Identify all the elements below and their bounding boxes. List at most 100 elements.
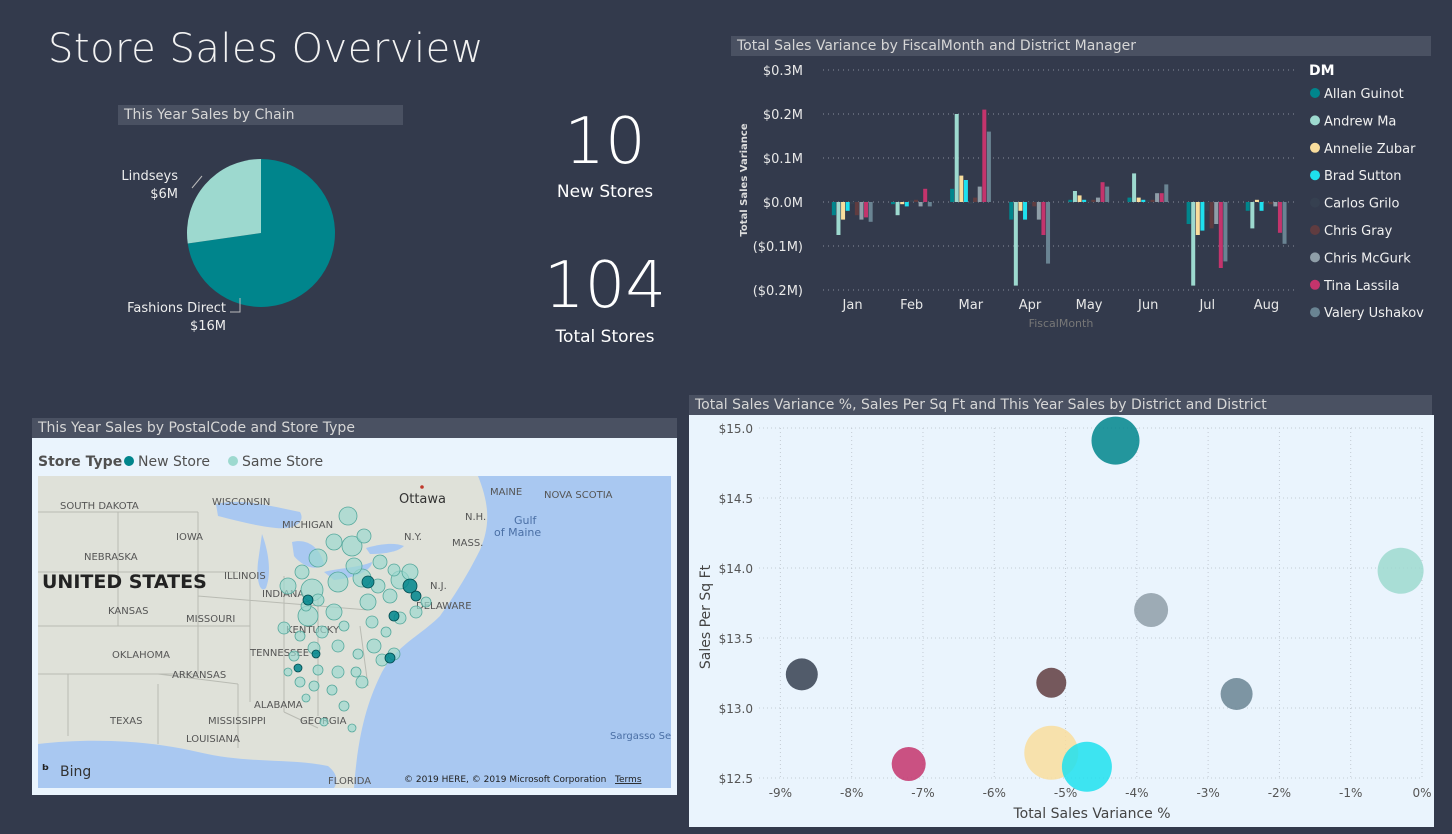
map-bubble-same-store[interactable] bbox=[331, 639, 345, 653]
bar-annelie-zubar-aug[interactable] bbox=[1254, 199, 1259, 202]
map-bubble-same-store[interactable] bbox=[409, 605, 423, 619]
bar-valery-ushakov-jan[interactable] bbox=[868, 202, 873, 222]
scatter-point[interactable] bbox=[1036, 667, 1067, 698]
bar-brad-sutton-aug[interactable] bbox=[1259, 202, 1264, 211]
map-bubble-same-store[interactable] bbox=[382, 588, 398, 604]
map-bubble-new-store[interactable] bbox=[302, 594, 314, 606]
map-bubble-same-store[interactable] bbox=[401, 563, 419, 581]
map-bubble-same-store[interactable] bbox=[366, 638, 382, 654]
bar-annelie-zubar-jun[interactable] bbox=[1136, 197, 1141, 202]
map-bubble-same-store[interactable] bbox=[338, 700, 350, 712]
bar-chris-mcgurk-feb[interactable] bbox=[918, 202, 923, 207]
map-bubble-same-store[interactable] bbox=[279, 577, 297, 595]
bar-andrew-ma-feb[interactable] bbox=[895, 202, 900, 216]
map-bubble-same-store[interactable] bbox=[372, 554, 388, 570]
bar-carlos-grilo-apr[interactable] bbox=[1027, 202, 1032, 205]
map-bubble-same-store[interactable] bbox=[325, 603, 343, 621]
bar-tina-lassila-apr[interactable] bbox=[1041, 202, 1046, 235]
bar-chris-mcgurk-mar[interactable] bbox=[977, 186, 982, 202]
bar-chris-mcgurk-aug[interactable] bbox=[1273, 202, 1278, 207]
bar-carlos-grilo-may[interactable] bbox=[1086, 199, 1091, 202]
bar-tina-lassila-jul[interactable] bbox=[1218, 202, 1223, 268]
bar-andrew-ma-mar[interactable] bbox=[954, 114, 959, 202]
pie-chart[interactable]: Lindseys $6M Fashions Direct $16M bbox=[80, 128, 410, 348]
bar-tina-lassila-may[interactable] bbox=[1100, 182, 1105, 202]
map-bubble-new-store[interactable] bbox=[388, 610, 400, 622]
bar-chris-gray-jun[interactable] bbox=[1150, 199, 1155, 202]
bar-andrew-ma-jan[interactable] bbox=[836, 202, 841, 235]
bar-legend-item[interactable]: Valery Ushakov bbox=[1324, 306, 1424, 321]
scatter-point[interactable] bbox=[785, 658, 818, 691]
bar-valery-ushakov-mar[interactable] bbox=[986, 131, 991, 202]
bar-legend-item[interactable]: Chris Gray bbox=[1324, 224, 1393, 239]
map-bubble-same-store[interactable] bbox=[345, 557, 363, 575]
bar-carlos-grilo-aug[interactable] bbox=[1264, 202, 1269, 205]
bar-valery-ushakov-feb[interactable] bbox=[927, 202, 932, 207]
map-bubble-same-store[interactable] bbox=[356, 528, 372, 544]
bar-legend-item[interactable]: Tina Lassila bbox=[1323, 279, 1399, 294]
bar-legend-item[interactable]: Allan Guinot bbox=[1324, 87, 1404, 102]
scatter-point[interactable] bbox=[891, 747, 926, 781]
map-bubble-same-store[interactable] bbox=[315, 625, 329, 639]
bar-brad-sutton-may[interactable] bbox=[1082, 199, 1087, 202]
bar-allan-guinot-jun[interactable] bbox=[1127, 197, 1132, 202]
bar-allan-guinot-mar[interactable] bbox=[950, 188, 955, 202]
bar-brad-sutton-jul[interactable] bbox=[1200, 202, 1205, 231]
map-visual[interactable]: Store Type New Store Same Store bbox=[32, 438, 677, 795]
bar-annelie-zubar-may[interactable] bbox=[1077, 195, 1082, 202]
map-bubble-same-store[interactable] bbox=[331, 665, 345, 679]
bar-chris-mcgurk-jun[interactable] bbox=[1155, 193, 1160, 202]
bar-chris-gray-aug[interactable] bbox=[1268, 202, 1273, 205]
map-bubble-same-store[interactable] bbox=[350, 666, 362, 678]
bar-brad-sutton-apr[interactable] bbox=[1023, 202, 1028, 220]
bar-chris-gray-mar[interactable] bbox=[973, 197, 978, 202]
pie-slice-lindseys[interactable] bbox=[187, 159, 261, 244]
bar-valery-ushakov-jun[interactable] bbox=[1164, 184, 1169, 202]
scatter-point[interactable] bbox=[1061, 741, 1112, 792]
bar-allan-guinot-feb[interactable] bbox=[890, 202, 895, 205]
scatter-chart[interactable]: $15.0 $14.5 $14.0 $13.5 $13.0 $12.5 -9% -8% -7% -… bbox=[689, 415, 1434, 827]
map-bubble-same-store[interactable] bbox=[380, 626, 392, 638]
map-bubble-same-store[interactable] bbox=[308, 548, 328, 568]
map-bubble-same-store[interactable] bbox=[359, 593, 377, 611]
map-bubble-same-store[interactable] bbox=[338, 506, 358, 526]
bar-tina-lassila-aug[interactable] bbox=[1277, 202, 1282, 233]
map-bubbles[interactable] bbox=[277, 506, 432, 733]
bar-carlos-grilo-jul[interactable] bbox=[1205, 202, 1210, 211]
bar-chris-mcgurk-jan[interactable] bbox=[859, 202, 864, 220]
bar-allan-guinot-jul[interactable] bbox=[1186, 202, 1191, 224]
bar-annelie-zubar-apr[interactable] bbox=[1018, 202, 1023, 211]
map-bubble-same-store[interactable] bbox=[347, 723, 357, 733]
map-bubble-same-store[interactable] bbox=[294, 630, 306, 642]
map-terms-link[interactable]: Terms bbox=[614, 775, 642, 785]
bar-andrew-ma-jun[interactable] bbox=[1132, 173, 1137, 202]
bar-brad-sutton-jun[interactable] bbox=[1141, 199, 1146, 202]
bar-chris-gray-may[interactable] bbox=[1091, 199, 1096, 202]
map-bubble-same-store[interactable] bbox=[301, 693, 311, 703]
map-bubble-same-store[interactable] bbox=[288, 650, 300, 662]
map-bubble-same-store[interactable] bbox=[365, 615, 379, 629]
map-bubble-same-store[interactable] bbox=[294, 564, 310, 580]
map-bubble-same-store[interactable] bbox=[277, 621, 291, 635]
map-bubble-new-store[interactable] bbox=[361, 575, 375, 589]
scatter-point[interactable] bbox=[1377, 547, 1424, 594]
bar-tina-lassila-jan[interactable] bbox=[864, 202, 869, 218]
bar-carlos-grilo-jun[interactable] bbox=[1145, 199, 1150, 202]
map-bubble-same-store[interactable] bbox=[420, 596, 432, 608]
bar-andrew-ma-aug[interactable] bbox=[1250, 202, 1255, 229]
scatter-point[interactable] bbox=[1091, 416, 1140, 465]
map-bubble-same-store[interactable] bbox=[312, 664, 324, 676]
bar-brad-sutton-feb[interactable] bbox=[904, 202, 909, 207]
bar-tina-lassila-jun[interactable] bbox=[1159, 193, 1164, 202]
bar-carlos-grilo-jan[interactable] bbox=[850, 202, 855, 205]
bar-valery-ushakov-may[interactable] bbox=[1105, 186, 1110, 202]
bar-chris-mcgurk-may[interactable] bbox=[1095, 197, 1100, 202]
map-bubble-same-store[interactable] bbox=[294, 676, 306, 688]
bar-legend-item[interactable]: Chris McGurk bbox=[1324, 251, 1411, 266]
map-bubble-new-store[interactable] bbox=[311, 649, 321, 659]
bar-andrew-ma-may[interactable] bbox=[1072, 191, 1077, 202]
scatter-point[interactable] bbox=[1134, 593, 1169, 627]
bar-chris-gray-apr[interactable] bbox=[1032, 202, 1037, 207]
map-bubble-new-store[interactable] bbox=[293, 663, 303, 673]
bar-legend-item[interactable]: Carlos Grilo bbox=[1324, 197, 1400, 212]
